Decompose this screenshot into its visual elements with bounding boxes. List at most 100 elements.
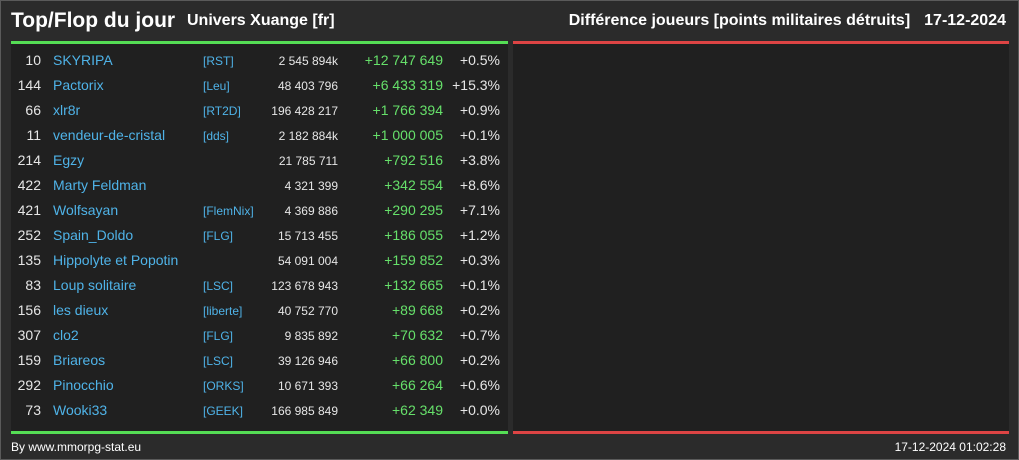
- percent-change: +0.5%: [459, 52, 500, 68]
- player-points: 21 785 711: [278, 154, 338, 168]
- subtitle: Différence joueurs [points militaires dé…: [569, 12, 1006, 30]
- alliance-tag-link[interactable]: [ORKS]: [203, 379, 244, 393]
- points-difference: +132 665: [384, 277, 443, 293]
- player-points: 4 369 886: [284, 204, 338, 218]
- player-name-link[interactable]: Spain_Doldo: [53, 227, 134, 243]
- bottom-divider-green: [11, 431, 508, 434]
- player-points: 2 182 884k: [278, 129, 338, 143]
- player-name-link[interactable]: Hippolyte et Popotin: [53, 252, 179, 268]
- player-name-link[interactable]: vendeur-de-cristal: [53, 127, 166, 143]
- player-rank: 159: [17, 352, 41, 368]
- alliance-tag-link[interactable]: [liberte]: [203, 304, 243, 318]
- player-name-link[interactable]: xlr8r: [53, 102, 81, 118]
- player-rank: 144: [17, 77, 41, 93]
- player-points: 10 671 393: [277, 379, 338, 393]
- percent-change: +0.9%: [459, 102, 500, 118]
- player-points: 196 428 217: [271, 104, 338, 118]
- table-row: 252 Spain_Doldo [FLG] 15 713 455 +186 055 +1.…: [11, 223, 508, 248]
- header-date: 17-12-2024: [924, 12, 1006, 29]
- table-row: 156 les dieux [liberte] 40 752 770 +89 668 +0…: [11, 298, 508, 323]
- player-rank: 10: [25, 52, 41, 68]
- page-title: Top/Flop du jour: [11, 9, 176, 32]
- points-difference: +66 264: [392, 377, 443, 393]
- points-difference: +159 852: [384, 252, 443, 268]
- player-points: 48 403 796: [277, 79, 338, 93]
- points-difference: +1 000 005: [372, 127, 443, 143]
- points-difference: +12 747 649: [364, 52, 443, 68]
- player-rank: 421: [17, 202, 41, 218]
- points-difference: +89 668: [392, 302, 443, 318]
- percent-change: +15.3%: [452, 77, 500, 93]
- player-name-link[interactable]: Marty Feldman: [53, 177, 147, 193]
- player-rank: 156: [17, 302, 41, 318]
- points-difference: +6 433 319: [372, 77, 443, 93]
- points-difference: +62 349: [392, 402, 443, 418]
- player-name-link[interactable]: Wolfsayan: [53, 202, 119, 218]
- points-difference: +1 766 394: [372, 102, 443, 118]
- table-row: 214 Egzy 21 785 711 +792 516 +3.8%: [11, 148, 508, 173]
- points-difference: +66 800: [392, 352, 443, 368]
- alliance-tag-link[interactable]: [RT2D]: [203, 104, 241, 118]
- player-name-link[interactable]: Egzy: [53, 152, 85, 168]
- player-rank: 83: [25, 277, 41, 293]
- player-points: 4 321 399: [284, 179, 338, 193]
- player-points: 9 835 892: [284, 329, 338, 343]
- player-points: 39 126 946: [277, 354, 338, 368]
- percent-change: +0.1%: [459, 277, 500, 293]
- metric-label: Différence joueurs [points militaires dé…: [568, 12, 911, 29]
- player-name-link[interactable]: Pinocchio: [53, 377, 114, 393]
- player-name-link[interactable]: Pactorix: [53, 77, 104, 93]
- points-difference: +792 516: [384, 152, 443, 168]
- top-players-panel: 10 SKYRIPA [RST] 2 545 894k +12 747 649 +0.5%…: [11, 44, 508, 431]
- player-points: 166 985 849: [271, 404, 338, 418]
- table-row: 135 Hippolyte et Popotin 54 091 004 +159 85…: [11, 248, 508, 273]
- alliance-tag-link[interactable]: [dds]: [203, 129, 230, 143]
- percent-change: +1.2%: [459, 227, 500, 243]
- table-row: 11 vendeur-de-cristal [dds] 2 182 884k +1 00…: [11, 123, 508, 148]
- top-divider-red: [513, 41, 1009, 44]
- player-name-link[interactable]: les dieux: [53, 302, 109, 318]
- table-row: 421 Wolfsayan [FlemNix] 4 369 886 +290 295 +7…: [11, 198, 508, 223]
- player-rank: 252: [17, 227, 41, 243]
- percent-change: +0.1%: [459, 127, 500, 143]
- percent-change: +0.6%: [459, 377, 500, 393]
- header: Top/Flop du jour Univers Xuange [fr] Dif…: [1, 1, 1018, 41]
- player-rank: 214: [17, 152, 41, 168]
- alliance-tag-link[interactable]: [LSC]: [203, 279, 234, 293]
- player-name-link[interactable]: Loup solitaire: [53, 277, 137, 293]
- alliance-tag-link[interactable]: [LSC]: [203, 354, 234, 368]
- alliance-tag-link[interactable]: [GEEK]: [203, 404, 244, 418]
- points-difference: +290 295: [384, 202, 443, 218]
- table-row: 66 xlr8r [RT2D] 196 428 217 +1 766 394 +0.9%: [11, 98, 508, 123]
- table-row: 307 clo2 [FLG] 9 835 892 +70 632 +0.7%: [11, 323, 508, 348]
- percent-change: +7.1%: [459, 202, 500, 218]
- player-points: 54 091 004: [277, 254, 338, 268]
- alliance-tag-link[interactable]: [FlemNix]: [203, 204, 254, 218]
- points-difference: +186 055: [384, 227, 443, 243]
- table-row: 83 Loup solitaire [LSC] 123 678 943 +132 665…: [11, 273, 508, 298]
- player-name-link[interactable]: clo2: [53, 327, 79, 343]
- alliance-tag-link[interactable]: [RST]: [203, 54, 234, 68]
- percent-change: +0.3%: [459, 252, 500, 268]
- flop-players-panel: [513, 44, 1009, 431]
- percent-change: +0.2%: [459, 352, 500, 368]
- player-points: 40 752 770: [277, 304, 338, 318]
- table-row: 73 Wooki33 [GEEK] 166 985 849 +62 349 +0.0%: [11, 398, 508, 423]
- player-rank: 292: [17, 377, 41, 393]
- alliance-tag-link[interactable]: [FLG]: [203, 229, 234, 243]
- player-points: 2 545 894k: [278, 54, 338, 68]
- percent-change: +3.8%: [459, 152, 500, 168]
- table-row: 422 Marty Feldman 4 321 399 +342 554 +8.6%: [11, 173, 508, 198]
- table-row: 144 Pactorix [Leu] 48 403 796 +6 433 319 +15.…: [11, 73, 508, 98]
- player-rank: 66: [25, 102, 41, 118]
- player-name-link[interactable]: Wooki33: [53, 402, 108, 418]
- footer-credit[interactable]: By www.mmorpg-stat.eu: [11, 440, 142, 454]
- universe-label: Univers Xuange [fr]: [187, 12, 335, 29]
- percent-change: +0.2%: [459, 302, 500, 318]
- percent-change: +0.7%: [459, 327, 500, 343]
- player-name-link[interactable]: SKYRIPA: [53, 52, 113, 68]
- alliance-tag-link[interactable]: [Leu]: [203, 79, 230, 93]
- alliance-tag-link[interactable]: [FLG]: [203, 329, 234, 343]
- table-row: 292 Pinocchio [ORKS] 10 671 393 +66 264 +0.6%: [11, 373, 508, 398]
- player-name-link[interactable]: Briareos: [53, 352, 106, 368]
